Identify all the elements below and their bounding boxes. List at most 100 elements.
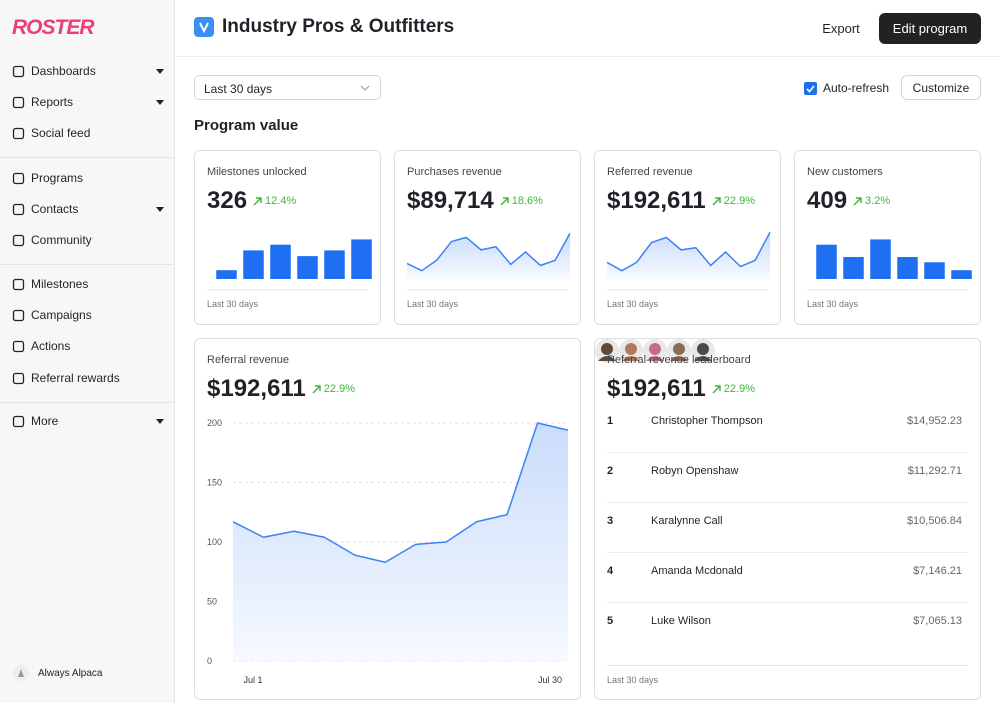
check-mark bbox=[806, 84, 815, 93]
icon-shape bbox=[12, 234, 25, 246]
nav-icon bbox=[12, 127, 25, 139]
avatar-body bbox=[622, 356, 640, 361]
avatar bbox=[643, 339, 667, 363]
icon-shape bbox=[12, 415, 25, 427]
member-name: Amanda Mcdonald bbox=[651, 565, 743, 577]
card-value: $192,611 22.9% bbox=[607, 375, 755, 403]
referral-card: Referral revenue $192,611 22.9% 0 50 100 150… bbox=[194, 338, 581, 700]
rank: 5 bbox=[607, 615, 614, 627]
arrow bbox=[712, 196, 721, 206]
nav-item[interactable]: Contacts bbox=[12, 202, 164, 216]
nav-icon bbox=[12, 172, 25, 184]
customize-button[interactable]: Customize bbox=[901, 75, 981, 100]
rank: 3 bbox=[607, 515, 614, 527]
account[interactable]: Always Alpaca bbox=[12, 664, 102, 682]
change-value: 22.9% bbox=[723, 383, 755, 395]
account-name: Always Alpaca bbox=[38, 667, 103, 679]
caret bbox=[156, 99, 164, 105]
value: $192,611 bbox=[207, 375, 306, 402]
bar bbox=[870, 239, 891, 279]
auto-refresh[interactable]: Auto-refresh bbox=[804, 81, 889, 95]
nav-label: Referral rewards bbox=[31, 371, 120, 385]
icon-shape bbox=[12, 172, 25, 184]
card-value: 409 3.2% bbox=[807, 187, 890, 215]
member-name: Christopher Thompson bbox=[651, 415, 763, 427]
nav-icon bbox=[12, 234, 25, 246]
rank: 4 bbox=[607, 565, 614, 577]
rank: 1 bbox=[607, 415, 614, 427]
nav-icon bbox=[12, 203, 25, 215]
icon-shape bbox=[12, 65, 25, 77]
kpi-card: Referred revenue $192,611 22.9% Last 30 day… bbox=[594, 150, 781, 325]
bar bbox=[951, 270, 972, 279]
avatar-body bbox=[646, 356, 664, 361]
divider bbox=[0, 402, 175, 403]
nav-icon bbox=[12, 340, 25, 352]
arrow bbox=[253, 196, 262, 206]
icon-shape bbox=[12, 203, 25, 215]
row-divider bbox=[607, 502, 968, 503]
kpi-chart bbox=[606, 231, 771, 291]
nav-item[interactable]: Dashboards bbox=[12, 64, 164, 78]
area bbox=[233, 423, 568, 661]
bar bbox=[843, 257, 864, 279]
nav-item[interactable]: Community bbox=[12, 233, 164, 247]
amount: $11,292.71 bbox=[907, 465, 962, 477]
up-arrow bbox=[312, 384, 321, 394]
bar bbox=[243, 250, 264, 279]
edit-button[interactable]: Edit program bbox=[879, 13, 981, 44]
page-title: Industry Pros & Outfitters bbox=[222, 16, 455, 37]
nav-item[interactable]: Referral rewards bbox=[12, 371, 164, 385]
up-arrow bbox=[712, 384, 721, 394]
bar bbox=[216, 270, 237, 279]
kpi-card: New customers 409 3.2% Last 30 days bbox=[794, 150, 981, 325]
rank: 2 bbox=[607, 465, 614, 477]
card-title: Milestones unlocked bbox=[207, 166, 307, 178]
change: 3.2% bbox=[853, 195, 890, 207]
nav-item[interactable]: Milestones bbox=[12, 277, 164, 291]
nav-item[interactable]: Reports bbox=[12, 95, 164, 109]
nav-label: Reports bbox=[31, 95, 74, 109]
value: $192,611 bbox=[607, 375, 706, 402]
avatar-face bbox=[625, 343, 637, 355]
change-value: 12.4% bbox=[265, 195, 297, 207]
change: 12.4% bbox=[253, 195, 296, 207]
checkbox[interactable] bbox=[804, 81, 817, 95]
logo[interactable]: ROSTER bbox=[12, 16, 95, 39]
kpi-chart bbox=[207, 239, 372, 291]
change-value: 22.9% bbox=[723, 195, 755, 207]
avatar bbox=[619, 339, 643, 363]
range-label: Last 30 days bbox=[204, 82, 273, 96]
up-arrow bbox=[253, 196, 262, 206]
up-arrow bbox=[712, 196, 721, 206]
export-button[interactable]: Export bbox=[822, 21, 860, 36]
card-footer: Last 30 days bbox=[807, 299, 859, 309]
nav-item[interactable]: Campaigns bbox=[12, 308, 164, 322]
caret bbox=[156, 68, 164, 74]
bar bbox=[324, 250, 345, 279]
change-value: 18.6% bbox=[511, 195, 543, 207]
change-value: 3.2% bbox=[865, 195, 891, 207]
y-tick-label: 100 bbox=[207, 537, 222, 547]
card-footer: Last 30 days bbox=[407, 299, 459, 309]
divider bbox=[0, 264, 175, 265]
range-select[interactable]: Last 30 days bbox=[194, 75, 381, 100]
nav-item[interactable]: Social feed bbox=[12, 126, 164, 140]
nav-label: Actions bbox=[31, 339, 71, 353]
nav-icon bbox=[12, 65, 25, 77]
nav-item[interactable]: More bbox=[12, 414, 164, 428]
icon-shape bbox=[12, 96, 25, 108]
header: Industry Pros & Outfitters bbox=[194, 16, 454, 38]
caret bbox=[156, 206, 164, 212]
nav-item[interactable]: Actions bbox=[12, 339, 164, 353]
amount: $7,065.13 bbox=[913, 615, 962, 627]
nav-label: Contacts bbox=[31, 202, 79, 216]
avatar-body bbox=[598, 356, 616, 361]
amount: $14,952.23 bbox=[906, 415, 962, 427]
bar bbox=[297, 256, 318, 279]
card-value: 326 12.4% bbox=[207, 187, 296, 215]
area bbox=[607, 232, 770, 279]
row-divider bbox=[607, 452, 968, 453]
nav-item[interactable]: Programs bbox=[12, 171, 164, 185]
